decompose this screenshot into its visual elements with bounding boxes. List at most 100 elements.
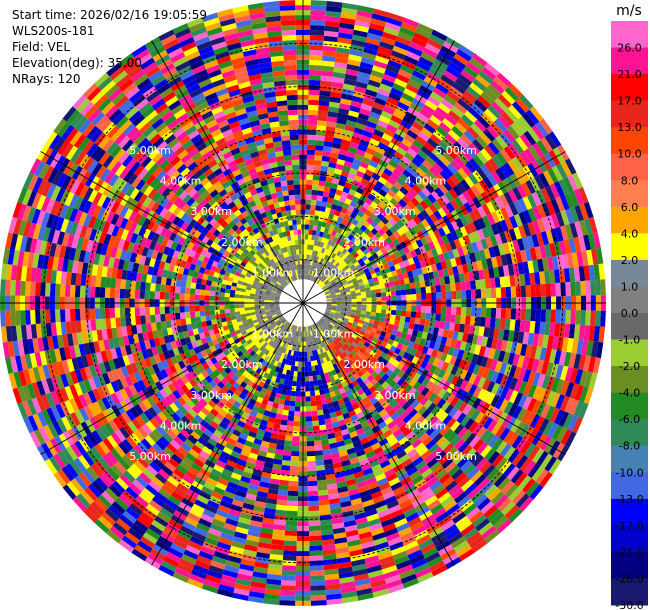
velocity-cell [125,451,138,464]
velocity-cell [403,339,410,347]
velocity-cell [308,259,311,265]
velocity-cell [401,536,417,547]
velocity-cell [487,487,502,502]
velocity-cell [523,148,536,163]
velocity-cell [400,216,409,225]
velocity-cell [155,314,161,323]
velocity-cell [359,270,365,276]
velocity-cell [371,293,377,298]
velocity-cell [390,314,396,321]
velocity-cell [457,118,471,131]
velocity-cell [444,404,455,415]
velocity-cell [372,184,382,193]
velocity-cell [98,457,111,471]
velocity-cell [345,209,353,217]
velocity-cell [399,531,415,542]
velocity-cell [266,498,278,505]
velocity-cell [423,196,433,207]
velocity-cell [161,408,172,419]
velocity-cell [309,325,313,331]
velocity-cell [391,391,400,400]
velocity-cell [310,575,325,581]
velocity-cell [472,364,481,376]
velocity-cell [275,504,288,511]
velocity-cell [390,481,403,491]
velocity-cell [526,357,535,371]
velocity-cell [430,91,444,103]
velocity-cell [142,468,155,481]
velocity-cell [469,535,485,549]
velocity-cell [596,341,604,359]
velocity-cell [416,384,426,394]
velocity-cell [206,477,218,487]
velocity-cell [319,231,324,238]
velocity-cell [241,428,250,436]
velocity-cell [286,328,291,334]
velocity-cell [248,341,255,348]
velocity-cell [536,359,545,374]
velocity-cell [424,389,434,400]
velocity-cell [441,476,455,488]
velocity-cell [408,322,415,330]
velocity-cell [392,513,406,524]
velocity-cell [351,196,360,204]
velocity-cell [466,243,474,254]
velocity-cell [373,446,384,455]
velocity-cell [433,255,441,264]
velocity-cell [264,355,270,362]
velocity-cell [524,320,531,333]
velocity-cell [343,469,354,477]
velocity-cell [325,356,331,362]
velocity-cell [235,357,243,364]
velocity-cell [561,337,569,352]
velocity-cell [296,376,302,382]
velocity-cell [367,374,375,382]
velocity-cell [472,514,487,528]
velocity-cell [273,524,286,531]
velocity-cell [250,344,257,351]
velocity-cell [410,311,417,318]
velocity-cell [388,159,399,169]
velocity-cell [347,172,356,180]
velocity-cell [466,61,482,75]
velocity-cell [441,291,447,300]
velocity-cell [440,74,455,87]
velocity-cell [275,339,281,345]
velocity-cell [345,311,351,315]
velocity-cell [406,294,412,301]
velocity-cell [366,513,380,522]
velocity-cell [291,360,296,367]
velocity-cell [97,494,112,509]
velocity-cell [412,171,423,181]
velocity-cell [419,108,433,119]
velocity-cell [406,147,418,158]
velocity-cell [374,360,382,367]
velocity-cell [482,417,494,430]
velocity-cell [521,356,530,370]
velocity-cell [403,277,410,285]
velocity-cell [305,219,310,225]
velocity-cell [426,306,432,314]
velocity-cell [224,401,233,409]
velocity-cell [225,486,237,495]
velocity-cell [450,174,461,186]
velocity-cell [258,450,268,457]
velocity-cell [372,532,386,541]
velocity-cell [250,426,259,434]
velocity-cell [356,295,362,299]
velocity-cell [328,493,340,500]
velocity-cell [278,429,287,436]
velocity-cell [90,463,103,478]
velocity-cell [260,387,268,395]
velocity-cell [351,563,367,572]
velocity-cell [296,331,300,337]
velocity-cell [482,176,494,189]
velocity-cell [185,452,197,463]
velocity-cell [422,159,433,170]
velocity-cell [313,277,317,283]
velocity-cell [396,305,402,311]
velocity-cell [395,432,406,442]
velocity-cell [291,385,297,392]
velocity-cell [335,294,342,297]
velocity-cell [346,193,354,201]
